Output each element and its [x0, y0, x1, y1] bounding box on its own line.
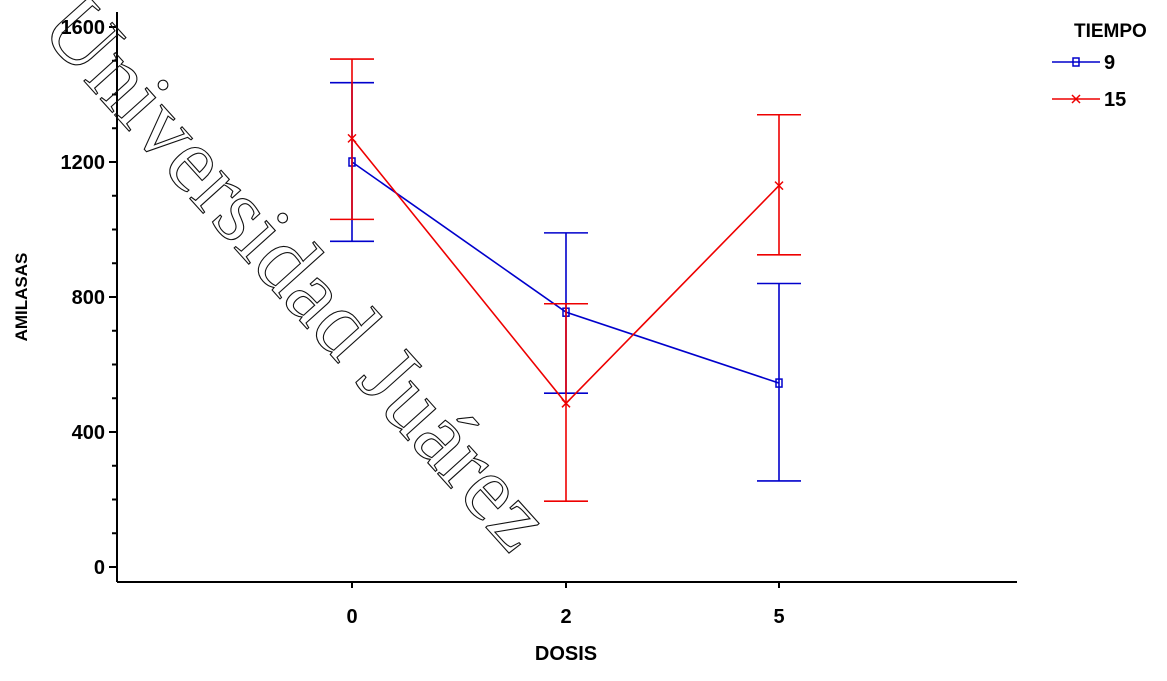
x-tick-label: 0	[346, 606, 357, 628]
x-marker-stroke	[1071, 94, 1081, 104]
y-tick-label: 1600	[61, 17, 106, 39]
x-tick-label: 2	[560, 606, 571, 628]
x-tick-label: 5	[773, 606, 784, 628]
x-marker	[774, 181, 784, 191]
legend-title: TIEMPO	[1074, 21, 1147, 42]
legend-label: 9	[1104, 52, 1115, 74]
x-marker-stroke	[774, 181, 784, 191]
y-tick-label: 0	[94, 557, 105, 579]
x-marker-stroke	[561, 398, 571, 408]
x-ticks: 0 2 5	[346, 582, 785, 628]
x-marker-stroke	[347, 133, 357, 143]
legend-item-15: 15	[1052, 89, 1126, 111]
y-axis-title: AMILASAS	[12, 253, 31, 342]
watermark: Universidad Juárez	[23, 0, 572, 569]
legend: TIEMPO 9 15	[1052, 21, 1147, 111]
x-marker	[347, 133, 357, 143]
square-marker	[1072, 57, 1080, 67]
y-tick-label: 1200	[61, 152, 106, 174]
series-15	[330, 58, 801, 502]
y-ticks: 0 400 800 1200 1600	[61, 17, 117, 579]
y-tick-label: 800	[72, 287, 105, 309]
y-tick-label: 400	[72, 422, 105, 444]
series	[330, 58, 801, 502]
x-marker	[1071, 94, 1081, 104]
square-marker	[775, 378, 783, 388]
error-bar	[757, 282, 801, 482]
x-axis-title: DOSIS	[535, 643, 597, 665]
legend-label: 15	[1104, 89, 1126, 111]
x-marker	[561, 398, 571, 408]
legend-item-9: 9	[1052, 52, 1115, 74]
